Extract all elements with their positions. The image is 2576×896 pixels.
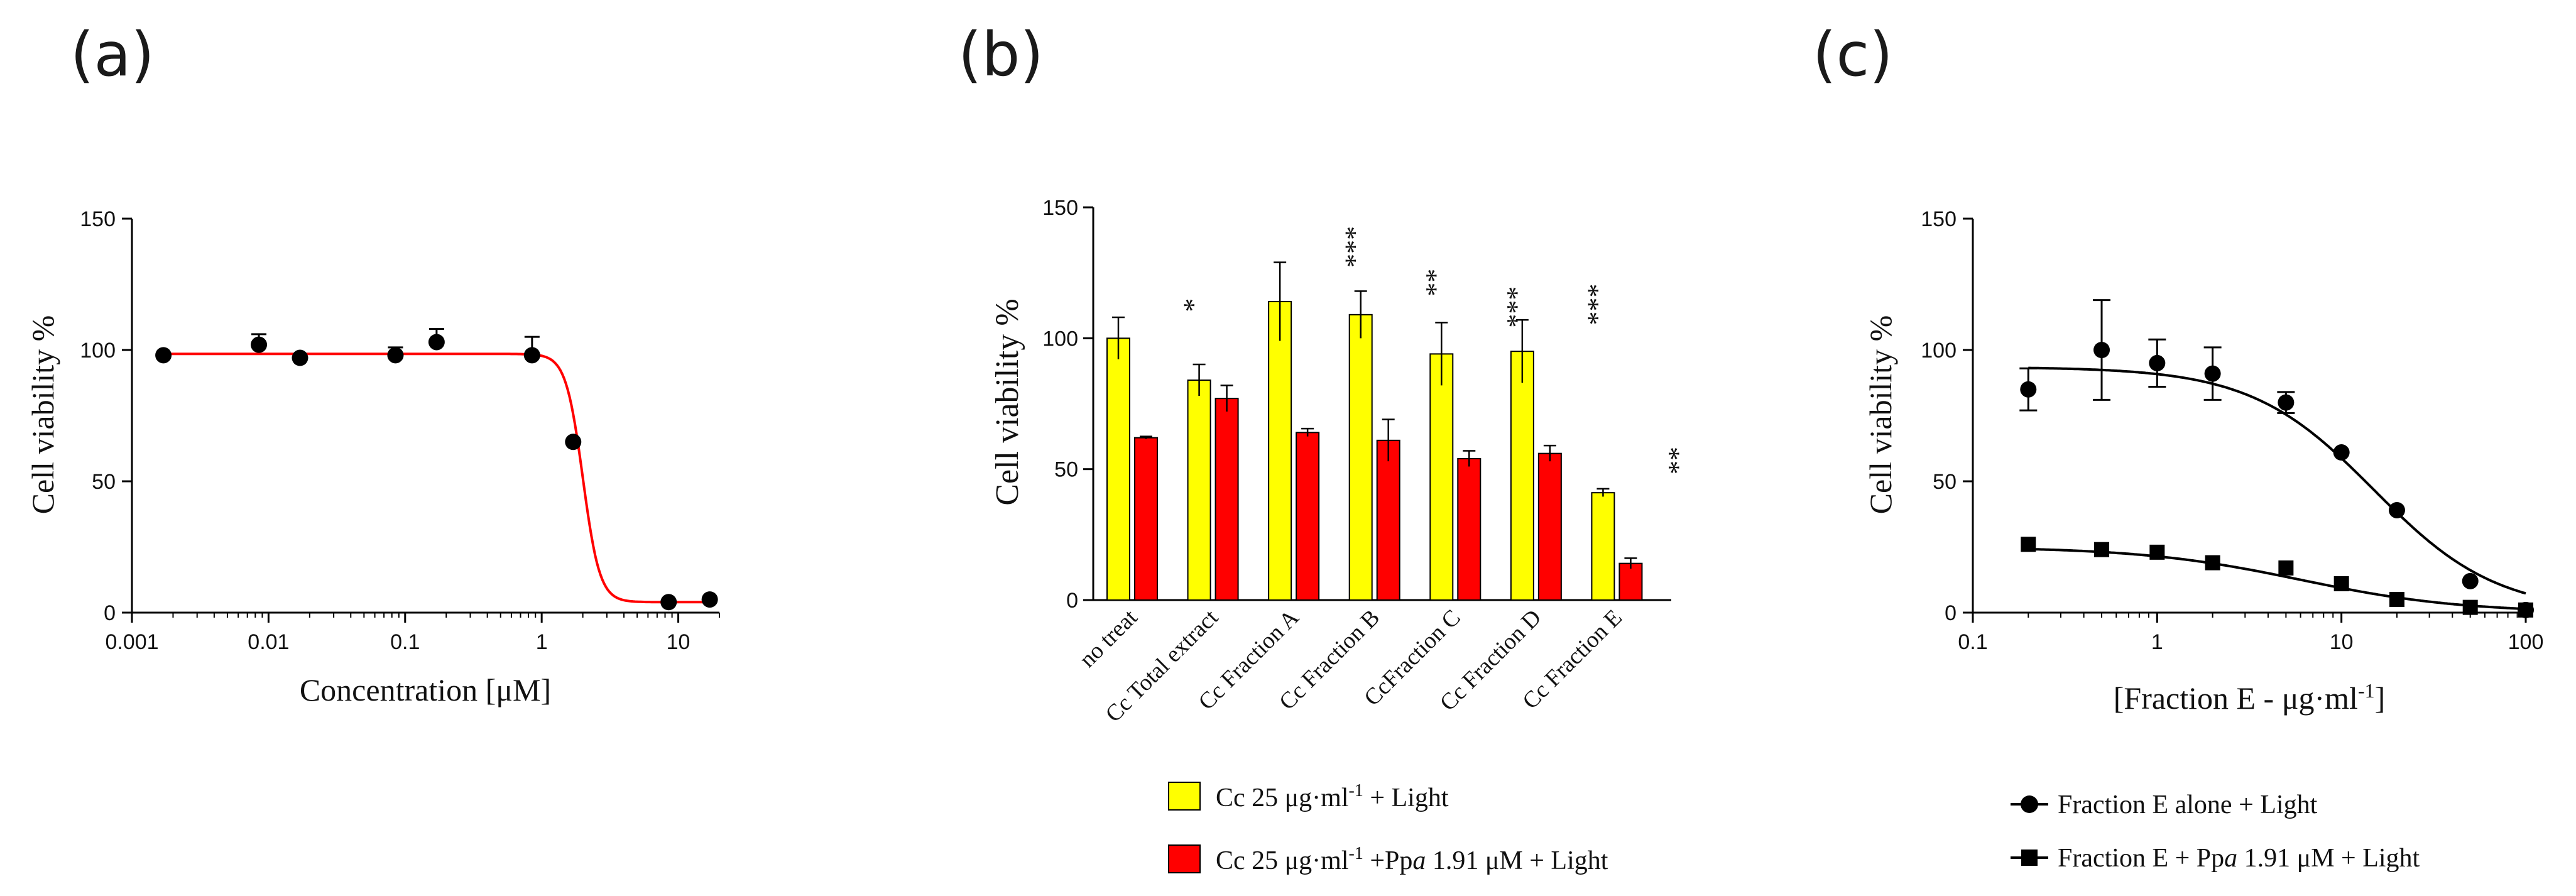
chart-b-bar-red: [1618, 562, 1643, 601]
chart-c-legend: Fraction E alone + Light Fraction E + Pp…: [2011, 790, 2420, 873]
chart-c-point-circle: [2278, 394, 2295, 411]
chart-a-point: [251, 336, 268, 353]
chart-b-bar-red: [1214, 398, 1239, 601]
chart-c-point-circle: [2020, 381, 2037, 398]
chart-c-ytick-label: 0: [1945, 601, 1957, 625]
chart-c-ylabel: Cell viability %: [1863, 315, 1898, 515]
legend-marker-circle: [2021, 795, 2038, 813]
legend-label-red: Cc 25 μg·ml-1 +Ppa 1.91 μM + Light: [1216, 844, 1608, 875]
chart-a-xtick-label: 1: [536, 630, 548, 654]
chart-b-bar-yellow: [1106, 337, 1130, 601]
chart-a-point: [565, 434, 582, 451]
chart-a-xtick-label: 0.1: [390, 630, 420, 654]
chart-c-xlabel: [Fraction E - μg·ml-1]: [2114, 679, 2386, 716]
chart-c-xtick-label: 1: [2151, 630, 2163, 654]
chart-c-point-square: [2333, 576, 2349, 592]
chart-c-fit-curve-alone: [2028, 366, 2526, 595]
chart-a-fit-curve: [163, 352, 710, 604]
chart-b-significance: **: [1412, 269, 1443, 297]
chart-a: Cell viability % Concentration [μM] 0 50 1…: [25, 207, 720, 708]
chart-c-point-square: [2094, 542, 2110, 557]
chart-b-significance: **: [1654, 447, 1685, 474]
legend-swatch-yellow: [1168, 782, 1201, 811]
chart-a-xtick-label: 0.001: [105, 630, 158, 654]
legend-swatch-red: [1168, 844, 1201, 873]
chart-b-bar-yellow: [1510, 351, 1534, 601]
chart-b-significance: ***: [1493, 287, 1524, 328]
chart-c-point-square: [2518, 602, 2533, 618]
chart-b-bar-yellow: [1591, 492, 1615, 601]
chart-c-point-square: [2149, 544, 2165, 560]
chart-a-point: [701, 591, 718, 608]
chart-a-point: [428, 334, 445, 351]
chart-c-point-square: [2389, 592, 2404, 608]
chart-b-bar-red: [1296, 432, 1320, 601]
chart-a-ytick-label: 150: [80, 207, 116, 231]
chart-c-point-circle: [2204, 365, 2221, 382]
chart-c-xtick-label: 100: [2508, 630, 2544, 654]
chart-a-ylabel: Cell viability %: [25, 315, 60, 515]
chart-a-xtick-label: 0.01: [248, 630, 289, 654]
chart-a-point: [387, 347, 404, 364]
chart-b-ytick-label: 100: [1042, 327, 1078, 351]
chart-a-ytick-label: 50: [92, 470, 116, 494]
legend-label-yellow: Cc 25 μg·ml-1 + Light: [1216, 781, 1449, 812]
chart-c: Cell viability % [Fraction E - μg·ml-1] …: [1863, 207, 2543, 873]
chart-b-significance: ***: [1574, 284, 1605, 325]
panel-label-a: (a): [70, 19, 155, 90]
chart-c-point-square: [2462, 599, 2478, 615]
chart-b-bar-red: [1457, 458, 1482, 601]
panel-label-b: (b): [958, 19, 1044, 90]
chart-a-ytick-label: 100: [80, 339, 116, 363]
panel-label-c: (c): [1813, 19, 1893, 90]
chart-a-axes: [131, 219, 719, 614]
chart-a-xlabel: Concentration [μM]: [300, 672, 551, 708]
chart-c-ytick-label: 150: [1921, 207, 1957, 231]
legend-label-square: Fraction E + Ppa 1.91 μM + Light: [2058, 844, 2420, 873]
chart-b-category-label: no treat: [1074, 604, 1143, 673]
chart-a-ytick-label: 0: [104, 601, 116, 625]
chart-c-ytick-label: 100: [1921, 339, 1957, 363]
chart-c-point-circle: [2388, 501, 2405, 518]
chart-c-point-circle: [2093, 342, 2110, 358]
chart-b-ytick-label: 150: [1042, 196, 1078, 220]
chart-b-ytick-label: 0: [1066, 589, 1078, 613]
chart-b-significance: *: [1170, 298, 1201, 312]
chart-b-ylabel: Cell viability %: [990, 298, 1025, 505]
chart-c-point-circle: [2333, 444, 2350, 461]
chart-c-point-circle: [2462, 572, 2479, 589]
chart-a-point: [523, 347, 540, 364]
chart-c-point-square: [2278, 560, 2294, 576]
chart-b-bar-yellow: [1429, 353, 1454, 601]
chart-a-xtick-label: 10: [667, 630, 690, 654]
chart-c-fit-curve-ppa: [2028, 547, 2526, 611]
legend-label-circle: Fraction E alone + Light: [2058, 790, 2318, 819]
chart-b-bar-red: [1376, 439, 1400, 601]
legend-marker-square: [2021, 850, 2038, 866]
chart-c-xtick-label: 10: [2330, 630, 2354, 654]
chart-a-point: [292, 349, 308, 366]
chart-c-point-square: [2021, 537, 2036, 552]
chart-c-ytick-label: 50: [1933, 470, 1957, 494]
chart-c-point-circle: [2149, 354, 2166, 371]
chart-b-legend: Cc 25 μg·ml-1 + Light Cc 25 μg·ml-1 +Ppa…: [1168, 781, 1608, 875]
chart-b-bar-red: [1134, 437, 1158, 601]
chart-b-bar-yellow: [1268, 301, 1292, 601]
chart-b-bar-yellow: [1348, 314, 1373, 601]
chart-b-significance: ***: [1331, 226, 1362, 268]
chart-a-point: [660, 594, 677, 611]
chart-b-bar-red: [1537, 452, 1562, 601]
chart-a-point: [155, 347, 172, 364]
chart-b-bar-yellow: [1187, 380, 1211, 601]
chart-c-point-square: [2205, 555, 2220, 571]
chart-b-ytick-label: 50: [1054, 458, 1078, 482]
chart-c-xtick-label: 0.1: [1958, 630, 1987, 654]
